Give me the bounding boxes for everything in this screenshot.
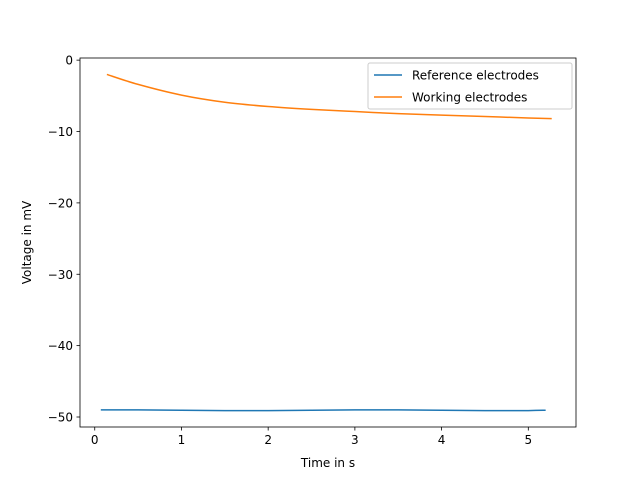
legend-box (367, 62, 573, 110)
x-tick-label: 0 (91, 433, 99, 447)
y-tick-label: −50 (48, 411, 73, 425)
x-tick-label: 1 (178, 433, 186, 447)
y-tick-label: −20 (48, 196, 73, 210)
legend-label-reference: Reference electrodes (412, 69, 539, 83)
legend-label-working: Working electrodes (412, 91, 527, 105)
y-axis-ticks: 0 −10 −20 −30 −40 −50 (48, 54, 80, 425)
x-tick-label: 3 (351, 433, 359, 447)
x-tick-label: 5 (524, 433, 532, 447)
series-line-working (106, 73, 552, 120)
y-tick-label: 0 (65, 54, 73, 68)
x-tick-label: 4 (438, 433, 446, 447)
x-tick-label: 2 (264, 433, 272, 447)
axes-frame (79, 57, 577, 428)
y-tick-label: −30 (48, 268, 73, 282)
series-line-reference (100, 409, 546, 412)
x-axis-ticks: 0 1 2 3 4 5 (91, 427, 532, 447)
legend: Reference electrodes Working electrodes (367, 62, 573, 110)
series-layer (100, 73, 552, 412)
x-axis-label: Time in s (300, 456, 355, 470)
y-tick-label: −40 (48, 339, 73, 353)
y-tick-label: −10 (48, 125, 73, 139)
y-axis-label: Voltage in mV (20, 200, 34, 284)
